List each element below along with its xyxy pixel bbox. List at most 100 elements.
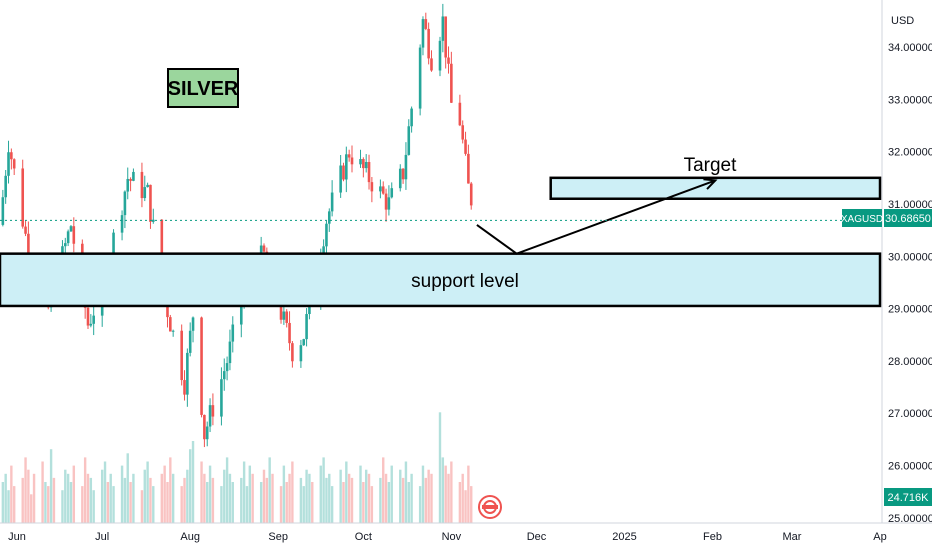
volume-bar xyxy=(325,477,328,523)
volume-bar xyxy=(302,486,305,523)
candle-body xyxy=(441,16,445,41)
volume-bar xyxy=(404,461,408,523)
time-axis[interactable]: Jun Jul Aug Sep Oct Nov Dec 2025 Feb Mar Ap xyxy=(0,522,932,543)
price-tick-label: 31.00000 xyxy=(888,199,932,211)
candle-body xyxy=(146,184,149,188)
volume-bar xyxy=(458,482,462,523)
candle-body xyxy=(447,57,450,64)
candle-body xyxy=(123,191,127,216)
time-tick-label: Ap xyxy=(873,531,886,543)
volume-bar xyxy=(21,477,24,523)
volume-bar xyxy=(152,486,155,523)
candle-body xyxy=(225,363,229,372)
volume-bar xyxy=(259,482,263,523)
volume-bar xyxy=(387,482,391,523)
candle-body xyxy=(129,178,132,181)
candle-body xyxy=(86,307,90,326)
candle-body xyxy=(63,243,67,247)
volume-bar xyxy=(251,473,254,523)
candle-body xyxy=(132,171,135,181)
last-price-tag xyxy=(884,209,932,227)
volume-bar xyxy=(345,461,348,523)
candle-body xyxy=(200,317,203,415)
volume-bar xyxy=(27,469,30,523)
candle-body xyxy=(450,63,453,103)
candle-body xyxy=(222,371,226,380)
volume-bar xyxy=(370,486,374,523)
volume-bar xyxy=(430,473,433,523)
volume-bar xyxy=(180,486,183,523)
time-tick-label: Dec xyxy=(527,531,547,543)
volume-bar xyxy=(470,486,473,523)
candle-body xyxy=(347,154,351,158)
candle-body xyxy=(21,168,25,227)
volume-bar xyxy=(163,465,166,523)
volume-bar xyxy=(418,486,422,523)
volume-bar xyxy=(208,465,212,523)
volume-bar xyxy=(24,457,27,523)
candle-body xyxy=(186,352,189,395)
candle-body xyxy=(404,154,408,180)
volume-bar xyxy=(279,486,283,523)
candle-body xyxy=(208,405,212,427)
candle-body xyxy=(10,152,13,160)
volume-bar xyxy=(4,473,7,523)
candle-body xyxy=(231,324,235,342)
volume-bar xyxy=(382,457,385,523)
replay-icon[interactable] xyxy=(478,495,502,519)
volume-bar xyxy=(52,477,56,523)
volume-bar xyxy=(447,473,450,523)
candle-body xyxy=(72,226,76,244)
candle-body xyxy=(325,223,328,247)
support-level-label: support level xyxy=(411,271,519,292)
volume-bar xyxy=(265,477,269,523)
volume-bar xyxy=(407,482,410,523)
volume-bar xyxy=(319,465,322,523)
candle-body xyxy=(367,162,371,183)
silver-label-box xyxy=(167,68,239,108)
volume-bar xyxy=(126,453,129,523)
volume-bar xyxy=(72,465,76,523)
volume-label: 24.716K xyxy=(888,492,930,504)
volume-bar xyxy=(220,486,223,523)
volume-bar xyxy=(347,473,351,523)
candle-body xyxy=(285,311,289,323)
candle-body xyxy=(418,47,422,109)
arrow-head xyxy=(703,178,718,190)
candle-body xyxy=(407,126,411,155)
candle-body xyxy=(140,171,144,199)
volume-bar xyxy=(262,469,266,523)
time-tick-label: Jul xyxy=(95,531,109,543)
price-axis[interactable]: 34.00000 33.00000 32.00000 31.00000 30.00000… xyxy=(881,0,932,525)
candle-body xyxy=(191,317,195,331)
volume-bar xyxy=(100,469,104,523)
candle-body xyxy=(421,19,425,48)
support-zone xyxy=(0,252,882,308)
symbol-tag xyxy=(842,209,882,227)
volume-bar xyxy=(390,465,393,523)
time-tick-label: Nov xyxy=(442,531,462,543)
volume-bar xyxy=(467,465,470,523)
volume-bar xyxy=(200,461,203,523)
candle-body xyxy=(339,165,342,193)
volume-bar xyxy=(160,473,164,523)
volume-bar xyxy=(379,477,382,523)
volume-bar xyxy=(169,457,172,523)
volume-bar xyxy=(149,477,152,523)
time-tick-label: Feb xyxy=(703,531,722,543)
candle-body xyxy=(410,108,413,127)
annotations: support level Target xyxy=(0,155,882,308)
candle-body xyxy=(211,405,215,417)
candle-body xyxy=(183,380,186,395)
candle-body xyxy=(166,298,169,318)
volume-bar xyxy=(89,477,93,523)
candle-body xyxy=(401,168,405,180)
volume-bar xyxy=(364,469,368,523)
candle-body xyxy=(381,186,385,194)
volume-bar xyxy=(47,486,50,523)
volume-bar xyxy=(288,473,291,523)
candle-body xyxy=(171,330,175,332)
volume-bar xyxy=(285,482,288,523)
candle-body xyxy=(151,219,155,222)
